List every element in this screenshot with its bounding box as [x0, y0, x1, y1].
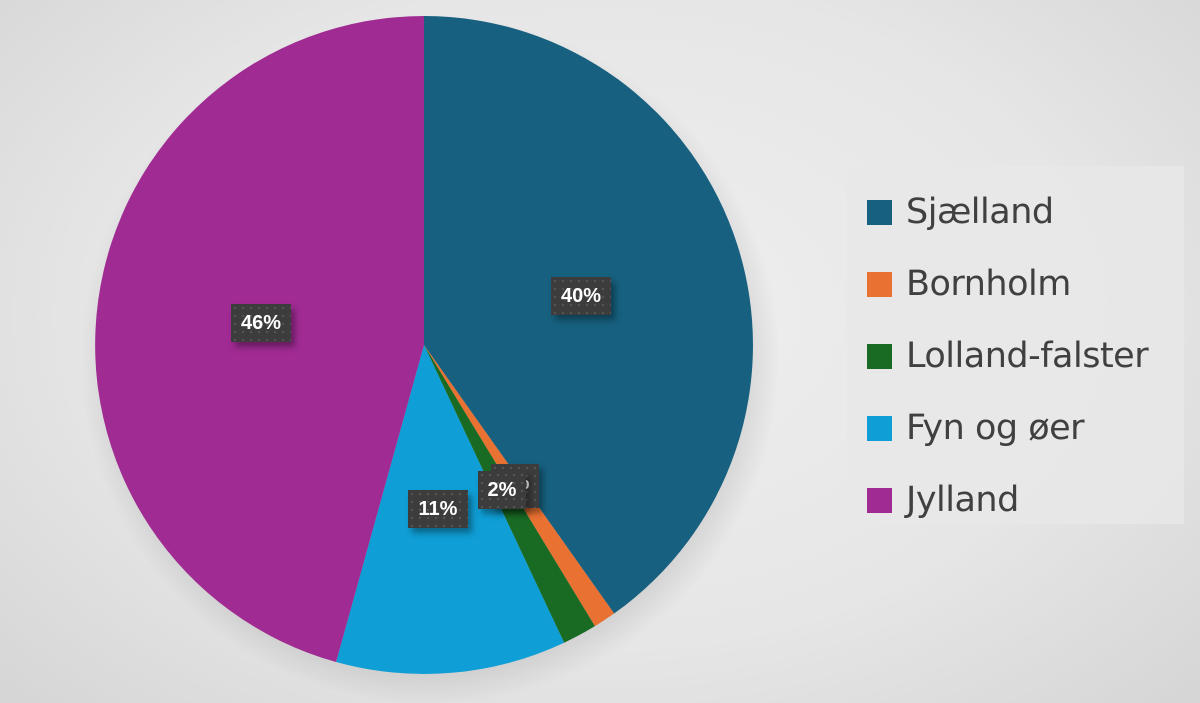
- data-label-sjaelland: 40%: [551, 277, 611, 315]
- legend-item-bornholm[interactable]: Bornholm: [847, 248, 1184, 320]
- legend-item-sjaelland[interactable]: Sjælland: [847, 176, 1184, 248]
- data-label-jylland: 46%: [231, 304, 291, 342]
- legend-swatch-icon: [867, 199, 892, 225]
- legend-label: Fyn og øer: [906, 408, 1085, 448]
- legend-item-jylland[interactable]: Jylland: [847, 464, 1184, 536]
- data-label-lolland-falster: 2%: [478, 471, 526, 509]
- legend-label: Bornholm: [906, 264, 1071, 304]
- legend-item-fyn-og-oer[interactable]: Fyn og øer: [847, 392, 1184, 464]
- legend-swatch-icon: [867, 343, 892, 369]
- legend-swatch-icon: [867, 271, 892, 297]
- legend-swatch-icon: [867, 487, 892, 513]
- legend-label: Sjælland: [906, 192, 1054, 232]
- legend-swatch-icon: [867, 415, 892, 441]
- legend-item-lolland-falster[interactable]: Lolland-falster: [847, 320, 1184, 392]
- chart-legend: Sjælland Bornholm Lolland-falster Fyn og…: [847, 166, 1184, 524]
- legend-label: Lolland-falster: [906, 336, 1149, 376]
- legend-label: Jylland: [906, 480, 1019, 520]
- data-label-fyn-og-oer: 11%: [408, 490, 468, 528]
